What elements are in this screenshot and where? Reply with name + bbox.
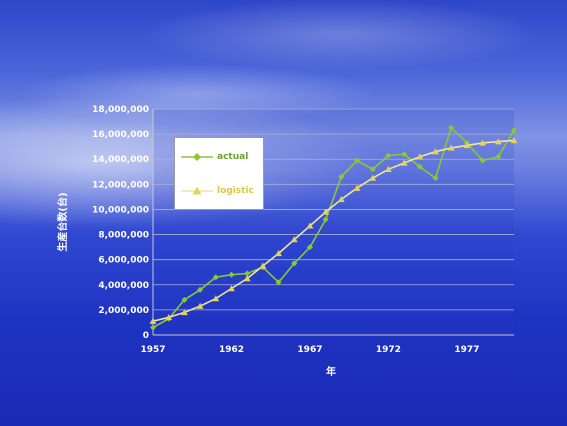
data-point-logistic <box>228 285 235 292</box>
data-point-logistic <box>306 222 314 229</box>
data-point-logistic <box>447 144 455 151</box>
data-point-actual <box>306 244 313 251</box>
x-tick-labels: 1957 1962 1967 1972 1977 <box>140 345 479 355</box>
x-tick-label: 1972 <box>376 345 401 355</box>
series-line-actual <box>152 126 515 329</box>
legend-swatch-actual <box>181 153 213 161</box>
data-point-logistic <box>369 174 377 181</box>
data-point-logistic <box>463 142 471 149</box>
data-point-actual <box>495 153 502 160</box>
data-point-logistic <box>400 159 408 166</box>
legend-item-logistic: logistic <box>179 184 263 198</box>
x-tick-label: 1962 <box>219 345 244 355</box>
data-point-logistic <box>322 208 330 215</box>
data-point-actual <box>448 124 455 131</box>
series-lines <box>152 126 515 329</box>
data-point-actual <box>354 157 361 164</box>
data-point-actual <box>416 163 423 170</box>
y-tick-label: 6,000,000 <box>98 256 149 266</box>
x-tick-label: 1967 <box>297 345 322 355</box>
data-point-logistic <box>494 138 502 145</box>
legend-label-actual: actual <box>217 152 249 162</box>
data-point-logistic <box>479 139 487 146</box>
legend-swatch-logistic <box>181 186 213 195</box>
data-point-actual <box>181 296 188 303</box>
x-axis-label: 年 <box>326 365 336 378</box>
y-tick-label: 18,000,000 <box>92 105 149 115</box>
data-point-logistic <box>385 165 392 172</box>
series-points <box>149 124 518 331</box>
y-tick-label: 14,000,000 <box>92 155 149 165</box>
data-point-actual <box>212 274 219 281</box>
x-tick-label: 1977 <box>454 345 479 355</box>
y-axis-label: 生産台数(台) <box>56 192 69 251</box>
y-tick-label: 16,000,000 <box>92 130 149 140</box>
data-point-actual <box>322 216 329 223</box>
data-point-logistic <box>416 153 424 160</box>
data-point-actual <box>291 260 298 267</box>
data-point-logistic <box>212 295 220 302</box>
legend-label-logistic: logistic <box>217 186 254 196</box>
data-point-actual <box>228 271 235 278</box>
data-point-logistic <box>275 249 282 257</box>
data-point-actual <box>511 127 517 134</box>
y-tick-label: 12,000,000 <box>92 180 149 190</box>
data-point-logistic <box>290 236 298 243</box>
y-tick-label: 4,000,000 <box>98 281 149 291</box>
data-point-actual <box>401 151 408 158</box>
data-point-logistic <box>243 275 251 282</box>
legend: actual logistic <box>174 137 264 210</box>
y-tick-label: 8,000,000 <box>98 231 149 241</box>
data-point-logistic <box>337 196 345 203</box>
data-point-actual <box>244 270 251 277</box>
data-point-logistic <box>149 317 157 324</box>
y-tick-labels: 0 2,000,000 4,000,000 6,000,000 8,000,000 10,… <box>92 105 149 341</box>
data-point-actual <box>338 173 345 180</box>
data-point-actual <box>369 166 376 173</box>
x-tick-label: 1957 <box>140 345 165 355</box>
data-point-actual <box>385 152 392 159</box>
data-point-actual <box>479 157 486 164</box>
data-point-logistic <box>259 262 267 269</box>
data-point-actual <box>197 286 204 293</box>
data-point-logistic <box>510 136 518 144</box>
data-point-actual <box>150 324 156 331</box>
y-tick-label: 0 <box>143 331 149 341</box>
data-point-actual <box>432 175 439 182</box>
y-tick-label: 2,000,000 <box>98 306 149 316</box>
data-point-logistic <box>196 302 204 309</box>
series-line-logistic <box>152 139 515 322</box>
data-point-logistic <box>180 309 188 316</box>
data-point-logistic <box>353 184 361 191</box>
data-point-actual <box>275 279 282 286</box>
data-point-logistic <box>432 148 439 155</box>
data-point-logistic <box>165 314 173 321</box>
y-tick-label: 10,000,000 <box>92 205 149 215</box>
legend-item-actual: actual <box>179 150 263 164</box>
gridlines <box>153 108 514 311</box>
